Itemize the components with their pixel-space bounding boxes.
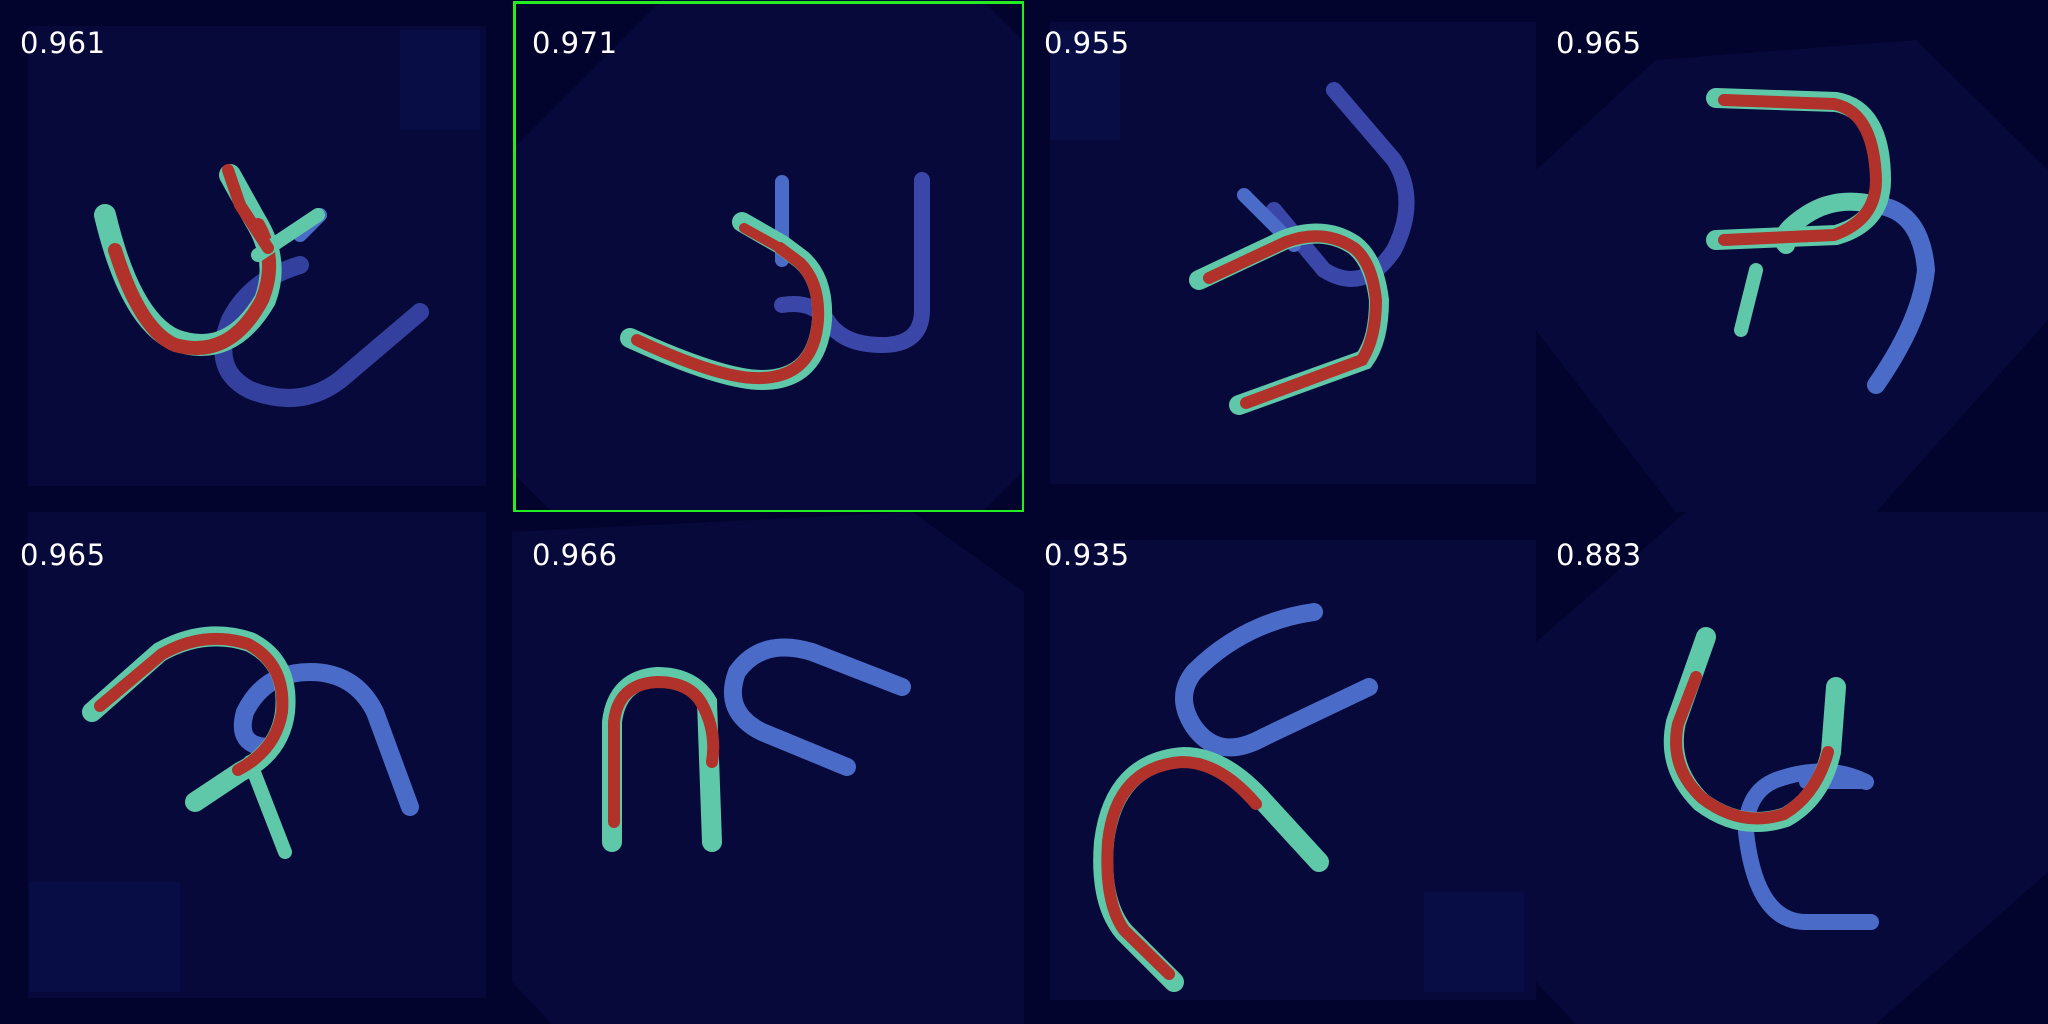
heatmap-image: [28, 26, 486, 486]
score-label: 0.965: [1556, 26, 1642, 60]
heatmap-tile-selected[interactable]: 0.971: [512, 0, 1024, 512]
score-label: 0.883: [1556, 538, 1642, 572]
score-label: 0.971: [532, 26, 618, 60]
score-label: 0.961: [20, 26, 106, 60]
selected-border: [513, 1, 1024, 512]
heatmap-tile[interactable]: 0.955: [1024, 0, 1536, 512]
heatmap-image: [1536, 40, 2048, 512]
heatmap-tile[interactable]: 0.966: [512, 512, 1024, 1024]
score-label: 0.935: [1044, 538, 1130, 572]
heatmap-image: [28, 512, 486, 998]
score-label: 0.965: [20, 538, 106, 572]
score-label: 0.966: [532, 538, 618, 572]
heatmap-tile[interactable]: 0.965: [0, 512, 512, 1024]
heatmap-image: [512, 0, 1024, 512]
heatmap-tile[interactable]: 0.961: [0, 0, 512, 512]
heatmap-image: [512, 512, 1024, 1024]
heatmap-tile[interactable]: 0.965: [1536, 0, 2048, 512]
heatmap-image: [1050, 540, 1536, 1000]
heatmap-image: [1050, 22, 1536, 484]
heatmap-tile[interactable]: 0.883: [1536, 512, 2048, 1024]
heatmap-image: [1536, 512, 2048, 1024]
heatmap-tile[interactable]: 0.935: [1024, 512, 1536, 1024]
score-label: 0.955: [1044, 26, 1130, 60]
